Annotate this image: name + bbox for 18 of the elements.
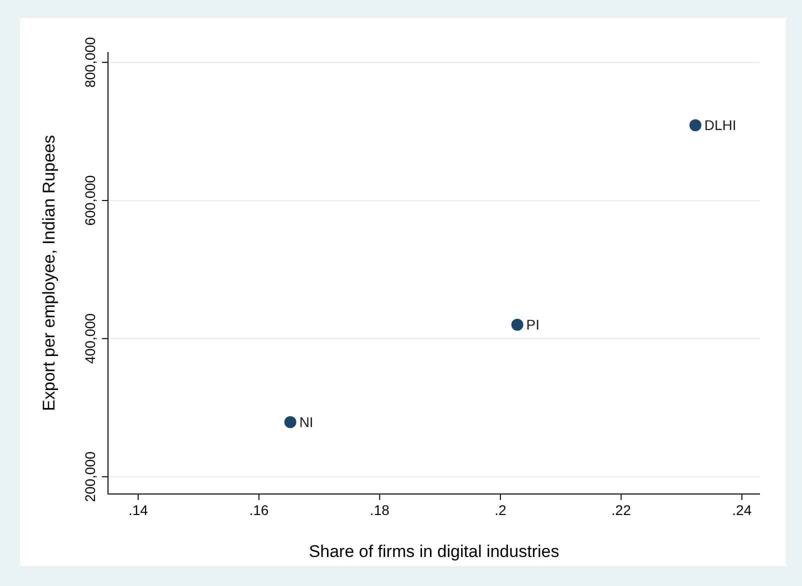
y-tick-label: 800,000 <box>82 36 98 88</box>
x-tick-label: .14 <box>128 502 148 518</box>
y-axis-title: Export per employee, Indian Rupees <box>40 135 59 411</box>
series-label: DLHI <box>704 117 736 134</box>
y-tick-label: 400,000 <box>82 313 98 364</box>
point <box>284 416 296 428</box>
series-label: NI <box>299 414 314 430</box>
y-tick-label: 600,000 <box>82 174 98 226</box>
y-tick-label: 200,000 <box>82 451 98 502</box>
x-tick-label: .18 <box>370 502 390 518</box>
x-tick-label: .24 <box>732 502 752 518</box>
x-axis-title: Share of firms in digital industries <box>308 542 560 562</box>
point <box>689 119 702 132</box>
x-tick-label: .16 <box>249 502 269 518</box>
x-tick-label: .22 <box>611 502 632 518</box>
x-tick-label: .2 <box>494 502 506 518</box>
point <box>511 318 524 331</box>
series-label: PI <box>526 316 540 333</box>
